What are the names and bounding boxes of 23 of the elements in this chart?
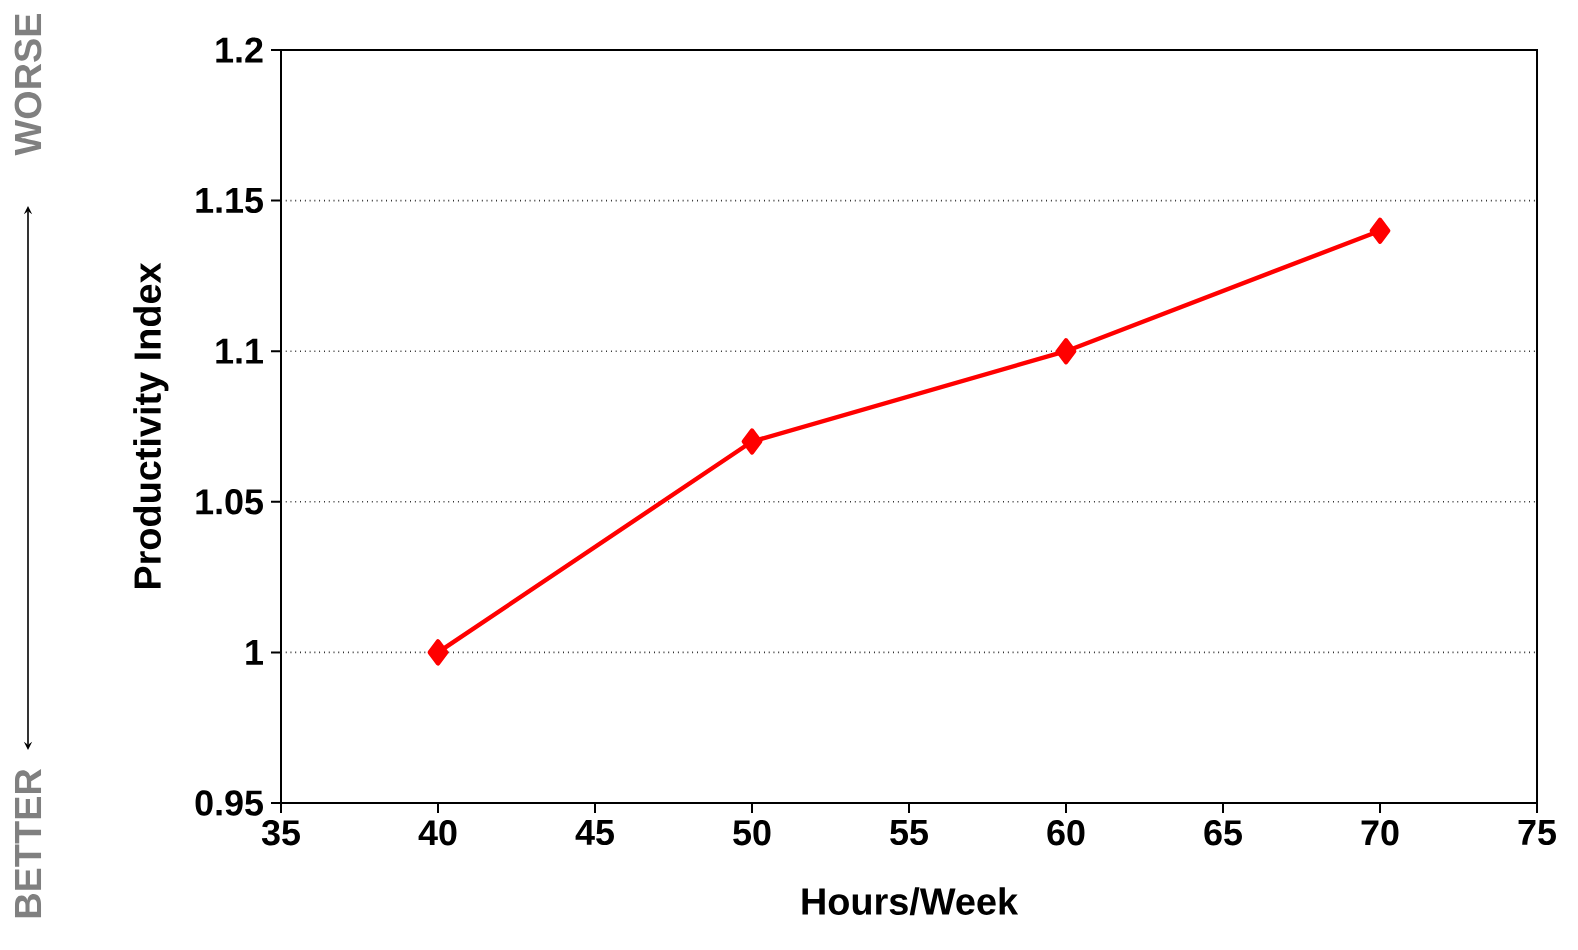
- point: [1369, 217, 1391, 244]
- x-tick-label: 35: [261, 820, 300, 846]
- x-tick-label: 75: [1518, 820, 1556, 846]
- x-tick-label: 60: [1047, 820, 1085, 846]
- x-tick-label: 40: [418, 820, 457, 846]
- x-tick-label: 50: [733, 820, 771, 846]
- x-tick-label: 65: [1204, 820, 1242, 846]
- x-axis-title: Hours/Week: [802, 887, 1019, 916]
- y-tick-label: 1.2: [216, 37, 263, 63]
- y-tick-label: 1.05: [196, 489, 263, 515]
- y-tick-label: 1.15: [196, 188, 263, 214]
- x-tick-label: 55: [890, 820, 928, 846]
- y-tick-label: 1.1: [216, 338, 263, 364]
- y-tick-label: 0.95: [195, 790, 263, 816]
- x-tick-label: 45: [575, 820, 614, 846]
- text: WORSE: [14, 13, 42, 156]
- y-tick-label: 1: [246, 640, 263, 665]
- text: BETTER: [14, 769, 42, 918]
- point: [1055, 338, 1077, 365]
- point: [427, 639, 449, 666]
- point: [741, 428, 763, 455]
- y-axis-title: Productivity Index: [133, 262, 169, 589]
- x-tick-label: 70: [1361, 820, 1399, 846]
